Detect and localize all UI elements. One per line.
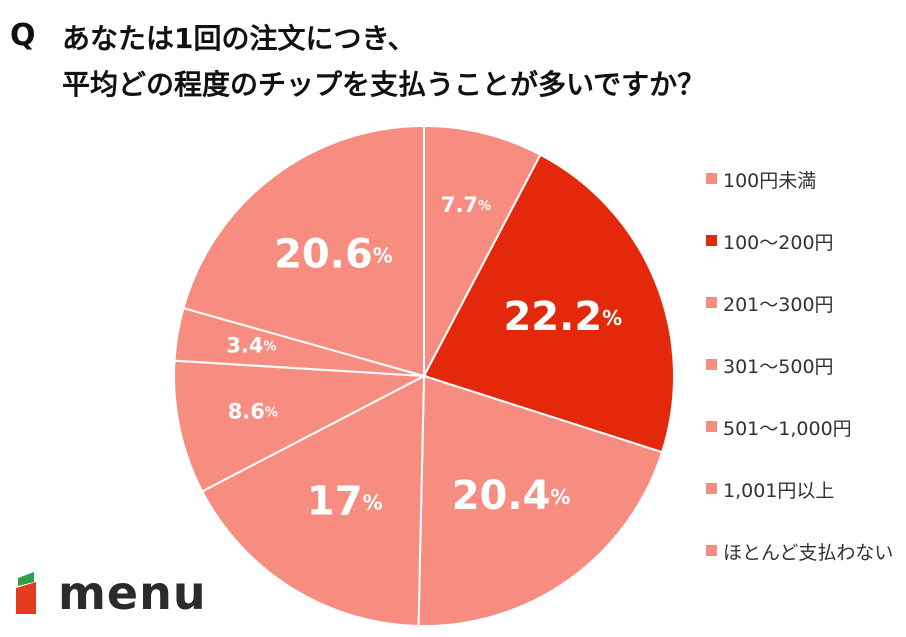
legend-label: 100円未満 [723, 170, 817, 192]
slice-label: 17% [307, 478, 383, 524]
legend-item: 100〜200円 [706, 228, 893, 290]
page-title: あなたは1回の注文につき、 平均どの程度のチップを支払うことが多いですか？ [62, 16, 705, 108]
question-line-1: あなたは1回の注文につき、 [62, 22, 416, 55]
legend-swatch [706, 173, 717, 184]
slice-label: 8.6% [228, 399, 278, 423]
legend-item: 501〜1,000円 [706, 414, 893, 476]
slice-unit: % [550, 485, 570, 509]
question-line-2: 平均どの程度のチップを支払うことが多いですか？ [62, 68, 706, 101]
slice-value: 22.2 [503, 294, 602, 340]
logo-wordmark: menu [58, 566, 207, 620]
legend-label: 100〜200円 [723, 232, 834, 254]
slice-label: 20.6% [274, 231, 393, 277]
legend-item: 201〜300円 [706, 290, 893, 352]
legend-label: 501〜1,000円 [723, 418, 852, 440]
pie-slice [423, 124, 542, 377]
slice-label: 22.2% [503, 294, 622, 340]
slice-unit: % [264, 339, 277, 354]
legend-swatch [706, 483, 717, 494]
slice-label: 20.4% [452, 473, 571, 519]
slice-unit: % [265, 405, 278, 420]
slice-label: 7.7% [441, 193, 491, 217]
legend-item: 1,001円以上 [706, 476, 893, 538]
slice-unit: % [478, 199, 491, 214]
slice-label: 3.4% [226, 334, 276, 358]
pie-labels: 7.7%22.2%20.4%17%8.6%3.4%20.6% [226, 193, 622, 524]
slice-value: 8.6 [228, 399, 265, 423]
legend-label: 1,001円以上 [723, 480, 835, 502]
slice-unit: % [373, 243, 393, 267]
legend-swatch [706, 421, 717, 432]
pie-slice [422, 153, 675, 454]
slice-value: 7.7 [441, 193, 478, 217]
legend-label: 201〜300円 [723, 294, 834, 316]
pie-slice [173, 359, 428, 493]
menu-logo: menu [14, 570, 207, 616]
legend-swatch [706, 359, 717, 370]
slice-value: 3.4 [226, 334, 263, 358]
legend-item: ほとんど支払わない [706, 538, 893, 600]
menu-logo-icon [16, 572, 36, 614]
legend-swatch [706, 545, 717, 556]
slice-value: 20.6 [274, 231, 373, 277]
slice-unit: % [602, 306, 622, 330]
slice-value: 17 [307, 478, 363, 524]
pie-slice [417, 374, 664, 627]
legend-label: 301〜500円 [723, 356, 834, 378]
pie-slice [182, 124, 425, 378]
legend-item: 100円未満 [706, 166, 893, 228]
pie-slice [200, 374, 426, 627]
slice-value: 20.4 [452, 473, 551, 519]
pie-slices [173, 124, 675, 627]
slice-unit: % [363, 490, 383, 514]
legend-swatch [706, 235, 717, 246]
legend-swatch [706, 297, 717, 308]
legend-label: ほとんど支払わない [723, 542, 894, 564]
legend-item: 301〜500円 [706, 352, 893, 414]
legend: 100円未満 100〜200円 201〜300円 301〜500円 501〜1,… [706, 166, 893, 600]
question-mark-label: Q [10, 18, 36, 53]
